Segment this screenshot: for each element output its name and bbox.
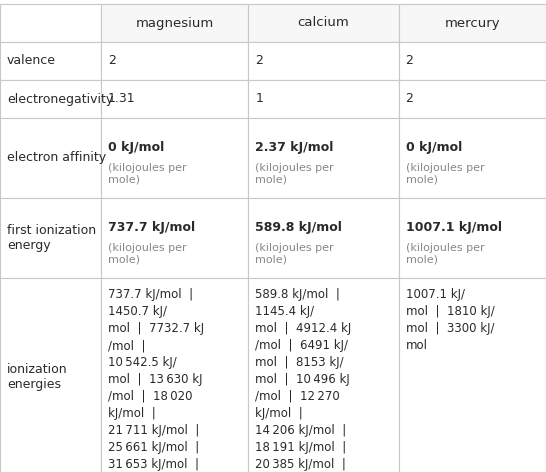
Text: electron affinity: electron affinity [7,152,106,165]
Text: calcium: calcium [298,17,349,29]
Bar [399,80,546,118]
Bar [101,278,248,472]
Text: 737.7 kJ/mol: 737.7 kJ/mol [108,221,195,234]
Text: (kilojoules per
mole): (kilojoules per mole) [256,163,334,185]
Text: 589.8 kJ/mol: 589.8 kJ/mol [256,221,342,234]
Bar [248,42,399,80]
Bar [101,118,248,198]
Text: (kilojoules per
mole): (kilojoules per mole) [406,163,484,185]
Bar [0,42,101,80]
Bar [101,198,248,278]
Bar [248,278,399,472]
Text: 2: 2 [406,54,413,67]
Bar [101,42,248,80]
Bar [0,4,101,42]
Text: mercury: mercury [444,17,500,29]
Bar [0,80,101,118]
Bar [248,118,399,198]
Text: 0 kJ/mol: 0 kJ/mol [108,141,164,154]
Bar [0,198,101,278]
Text: (kilojoules per
mole): (kilojoules per mole) [256,243,334,265]
Text: 589.8 kJ/mol  |
1145.4 kJ/
mol  |  4912.4 kJ
/mol  |  6491 kJ/
mol  |  8153 kJ/
: 589.8 kJ/mol | 1145.4 kJ/ mol | 4912.4 k… [256,288,352,472]
Text: 2: 2 [406,93,413,106]
Bar [399,42,546,80]
Bar [248,198,399,278]
Text: 737.7 kJ/mol  |
1450.7 kJ/
mol  |  7732.7 kJ
/mol  |
10 542.5 kJ/
mol  |  13 630: 737.7 kJ/mol | 1450.7 kJ/ mol | 7732.7 k… [108,288,204,472]
Bar [248,80,399,118]
Bar [399,4,546,42]
Bar [101,4,248,42]
Text: (kilojoules per
mole): (kilojoules per mole) [406,243,484,265]
Text: 1007.1 kJ/
mol  |  1810 kJ/
mol  |  3300 kJ/
mol: 1007.1 kJ/ mol | 1810 kJ/ mol | 3300 kJ/… [406,288,494,352]
Text: (kilojoules per
mole): (kilojoules per mole) [108,163,187,185]
Text: 1: 1 [256,93,263,106]
Text: electronegativity: electronegativity [7,93,113,106]
Text: 1007.1 kJ/mol: 1007.1 kJ/mol [406,221,502,234]
Bar [399,278,546,472]
Text: first ionization
energy: first ionization energy [7,224,96,252]
Bar [101,80,248,118]
Bar [399,198,546,278]
Text: (kilojoules per
mole): (kilojoules per mole) [108,243,187,265]
Bar [0,278,101,472]
Text: magnesium: magnesium [135,17,214,29]
Bar [0,118,101,198]
Bar [248,4,399,42]
Text: 2: 2 [108,54,116,67]
Text: 2.37 kJ/mol: 2.37 kJ/mol [256,141,334,154]
Text: 1.31: 1.31 [108,93,135,106]
Text: valence: valence [7,54,56,67]
Text: 2: 2 [256,54,263,67]
Text: 0 kJ/mol: 0 kJ/mol [406,141,462,154]
Text: ionization
energies: ionization energies [7,363,68,391]
Bar [399,118,546,198]
